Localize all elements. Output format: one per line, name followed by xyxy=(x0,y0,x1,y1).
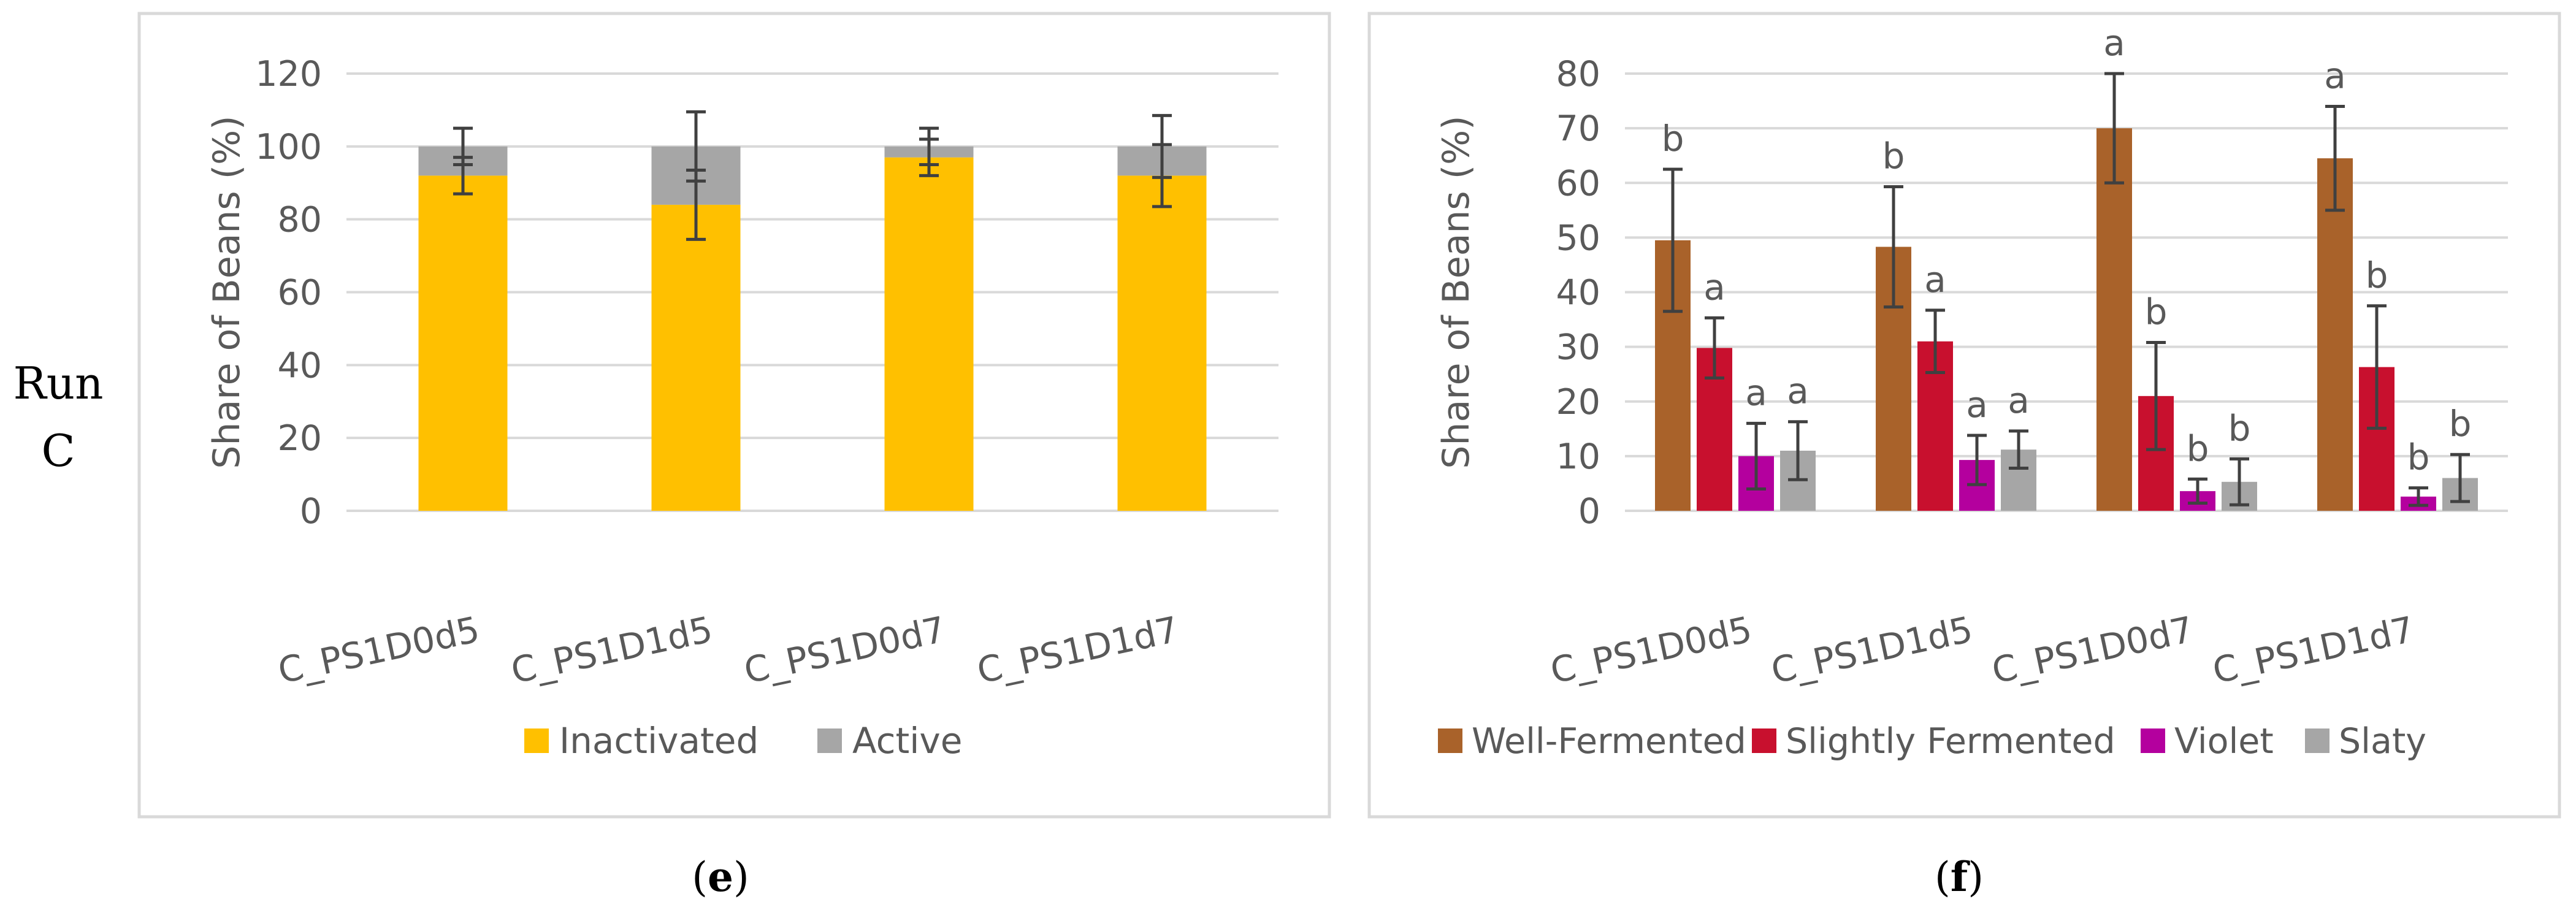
chart-f-significance-letter: a xyxy=(1703,266,1726,308)
chart-e-bar-inactivated xyxy=(418,175,508,511)
svg-text:(e): (e) xyxy=(692,853,749,901)
chart-f-legend-label: Well-Fermented xyxy=(1472,721,1746,762)
chart-e-ytick-label: 120 xyxy=(255,54,322,94)
chart-f-legend-label: Violet xyxy=(2174,721,2274,762)
chart-f-significance-letter: a xyxy=(1787,370,1809,412)
chart-f-ytick-label: 70 xyxy=(1556,109,1600,149)
chart-f-significance-letter: b xyxy=(2407,437,2430,478)
row-label-run: Run xyxy=(13,358,104,409)
chart-f-significance-letter: b xyxy=(2449,403,2472,445)
chart-f-legend-swatch xyxy=(1438,728,1462,753)
chart-f-bar-well-fermented xyxy=(2096,128,2132,511)
chart-e-legend-label: Inactivated xyxy=(559,720,759,762)
chart-f-y-axis-title: Share of Beans (%) xyxy=(1435,115,1478,468)
chart-f-significance-letter: a xyxy=(2324,55,2346,96)
chart-f-bar-well-fermented xyxy=(2317,158,2353,511)
chart-f-significance-letter: a xyxy=(2008,380,2030,421)
chart-e-legend-label: Active xyxy=(852,720,962,762)
row-label-c: C xyxy=(41,425,75,476)
chart-f-significance-letter: b xyxy=(1882,135,1905,177)
chart-f-ytick-label: 60 xyxy=(1556,163,1600,204)
chart-e-y-axis-title: Share of Beans (%) xyxy=(205,115,248,468)
chart-e-bar-inactivated xyxy=(1117,175,1207,511)
chart-f-significance-letter: b xyxy=(2187,427,2209,469)
chart-e-legend-swatch xyxy=(817,728,842,753)
svg-text:(f): (f) xyxy=(1935,853,1984,901)
panel-e-letter: e xyxy=(708,853,733,901)
chart-e-ytick-label: 100 xyxy=(255,127,322,167)
chart-e-bar-inactivated xyxy=(651,204,741,511)
chart-f-ytick-label: 10 xyxy=(1556,437,1600,477)
chart-f-significance-letter: b xyxy=(2366,254,2388,296)
chart-f-significance-letter: a xyxy=(1966,384,1988,426)
chart-e-ytick-label: 0 xyxy=(300,491,322,532)
chart-f-legend-label: Slaty xyxy=(2339,721,2426,762)
chart-e-ytick-label: 20 xyxy=(277,418,322,459)
chart-f-ytick-label: 30 xyxy=(1556,327,1600,368)
chart-e-bar-inactivated xyxy=(884,157,974,511)
chart-f-significance-letter: a xyxy=(1745,372,1767,413)
chart-f-ytick-label: 0 xyxy=(1578,491,1600,532)
panel-e-caption: (e) xyxy=(692,853,749,901)
chart-f-ytick-label: 80 xyxy=(1556,54,1600,94)
chart-f-legend-swatch xyxy=(2141,728,2165,753)
chart-f-significance-letter: b xyxy=(2228,407,2251,449)
chart-e-ytick-label: 40 xyxy=(277,345,322,386)
chart-f-significance-letter: a xyxy=(1924,259,1946,300)
chart-f-significance-letter: a xyxy=(2103,22,2125,64)
chart-f-legend-swatch xyxy=(1752,728,1776,753)
chart-f-significance-letter: b xyxy=(2145,291,2168,332)
chart-f-ytick-label: 20 xyxy=(1556,382,1600,422)
chart-f-ytick-label: 40 xyxy=(1556,273,1600,313)
chart-e-ytick-label: 60 xyxy=(277,273,322,313)
chart-f-ytick-label: 50 xyxy=(1556,218,1600,258)
chart-e-ytick-label: 80 xyxy=(277,200,322,240)
chart-f-legend-label: Slightly Fermented xyxy=(1786,721,2115,762)
chart-f-legend-swatch xyxy=(2305,728,2329,753)
panel-f-caption: (f) xyxy=(1935,853,1984,901)
chart-e-legend-swatch xyxy=(524,728,549,753)
panel-f-letter: f xyxy=(1951,853,1970,901)
chart-f-significance-letter: b xyxy=(1662,118,1684,159)
